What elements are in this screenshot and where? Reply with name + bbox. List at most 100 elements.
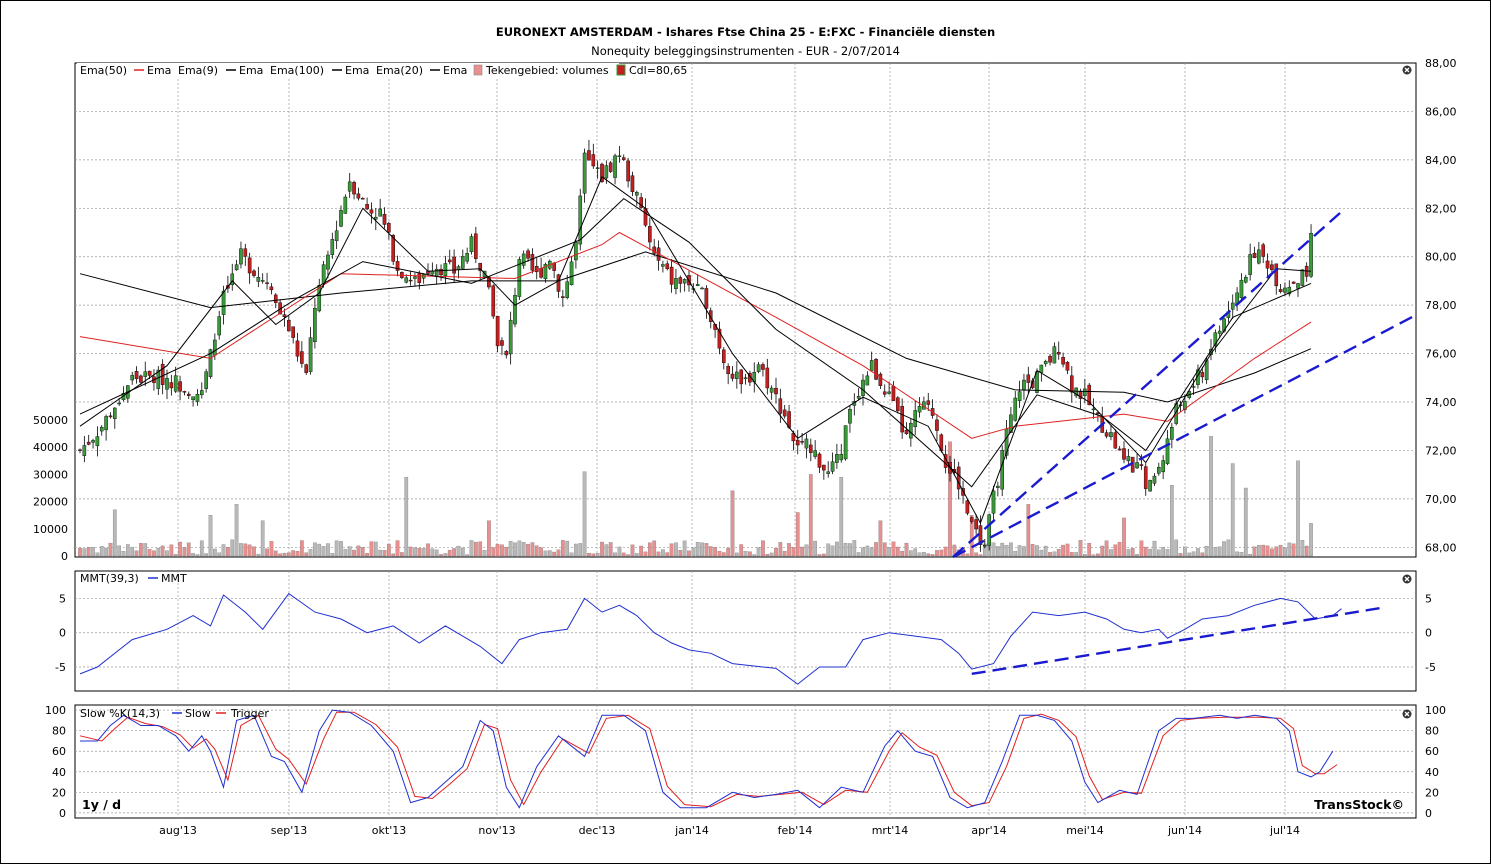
volume-bar: [395, 540, 400, 557]
close-icon[interactable]: [1402, 65, 1412, 75]
volume-bar: [1056, 549, 1061, 557]
candle-body: [443, 263, 448, 276]
legend-ema100-label: Ema(100): [270, 64, 324, 77]
stoch-tick-label: 20: [1425, 786, 1439, 799]
mmt-legend: MMT(39,3) MMT: [80, 572, 187, 585]
volume-bar: [199, 540, 204, 557]
candle-body: [761, 364, 765, 370]
volume-bar: [473, 541, 478, 557]
candle-body: [1113, 432, 1118, 449]
candle-body: [395, 261, 400, 271]
volume-bar: [1148, 548, 1152, 557]
volume-bar: [243, 543, 248, 557]
axis-labels: aug'13 sep'13 okt'13 nov'13 dec'13 jan'14 feb'…: [33, 57, 1457, 837]
candle-body: [830, 461, 835, 472]
close-icon[interactable]: [1402, 574, 1412, 584]
candlesticks: [78, 139, 1313, 552]
candle-body: [726, 366, 730, 374]
volume-bar: [835, 541, 839, 557]
legend-ema50-type: Ema: [147, 64, 171, 77]
volume-bar: [769, 552, 774, 557]
volume-bar: [378, 549, 383, 557]
volume-bar: [682, 540, 687, 557]
candle-body: [648, 226, 652, 243]
volume-bar: [1261, 544, 1266, 557]
volume-bar: [748, 551, 752, 557]
x-tick-label: sep'13: [271, 824, 308, 837]
volume-bar: [634, 553, 639, 557]
candle-body: [304, 364, 309, 373]
candle-body: [382, 213, 387, 225]
candle-body: [247, 257, 252, 274]
volume-bar: [1209, 436, 1213, 557]
candle-body: [935, 419, 939, 431]
volume-bar: [1226, 539, 1231, 557]
legend-candle-swatch: [616, 64, 626, 76]
candle-body: [856, 396, 861, 399]
stoch-tick-label: 20: [52, 786, 66, 799]
volume-bar: [117, 545, 121, 557]
candle-body: [86, 441, 91, 445]
volume-bar: [143, 543, 148, 557]
candle-body: [356, 193, 361, 199]
volume-bar: [1030, 544, 1035, 557]
volume-bar: [217, 552, 222, 557]
candle-body: [991, 490, 996, 514]
volume-bar: [452, 548, 456, 557]
close-icon[interactable]: [1402, 709, 1412, 719]
candle-body: [1170, 427, 1174, 440]
volume-bar: [204, 553, 208, 557]
volume-bar: [1039, 549, 1044, 557]
candle-body: [878, 373, 883, 386]
price-tick-label: 80,00: [1425, 251, 1457, 264]
candle-body: [256, 277, 261, 282]
candle-body: [1135, 462, 1139, 469]
volume-bar: [208, 515, 213, 557]
volume-bar: [1309, 523, 1313, 557]
candle-body: [730, 373, 735, 379]
volume-bar: [434, 549, 439, 557]
stoch-tick-label: 60: [52, 745, 66, 758]
candle-body: [199, 390, 204, 396]
mmt-tick-label: 5: [59, 592, 66, 605]
x-tick-label: jul'14: [1269, 824, 1300, 837]
stoch-tick-label: 40: [1425, 766, 1439, 779]
volume-bar: [1200, 552, 1205, 557]
volume-bar: [791, 547, 796, 557]
volume-bar: [126, 544, 130, 557]
candle-body: [630, 175, 635, 192]
volume-bar: [865, 545, 870, 557]
volume-bar: [421, 548, 426, 557]
candle-body: [1287, 286, 1292, 295]
candle-body: [626, 160, 630, 182]
volume-bar: [104, 547, 108, 557]
volume-bar: [339, 541, 343, 557]
stoch-tick-label: 80: [1425, 725, 1439, 738]
candle-body: [326, 254, 330, 270]
volume-bar: [430, 548, 435, 557]
stoch-tick-label: 100: [1425, 704, 1446, 717]
candle-body: [1083, 388, 1087, 396]
mmt-tick-label: 0: [59, 627, 66, 640]
candle-body: [809, 444, 813, 454]
candle-body: [561, 296, 565, 298]
candle-body: [478, 262, 483, 272]
volume-bar: [1065, 543, 1070, 557]
candle-body: [308, 337, 313, 372]
volume-bar: [1230, 463, 1235, 557]
volume-bar: [547, 550, 552, 557]
stoch-legend: Slow %K(14,3) Slow Trigger: [80, 707, 269, 720]
price-tick-label: 74,00: [1425, 396, 1457, 409]
volume-bar: [695, 542, 700, 557]
volume-bar: [652, 540, 657, 557]
volume-bar: [674, 542, 678, 557]
volume-bar: [1052, 551, 1057, 557]
volume-bar: [134, 550, 139, 557]
candle-body: [635, 192, 639, 196]
candle-body: [234, 264, 239, 271]
volume-bar: [1296, 460, 1300, 557]
candle-body: [617, 155, 622, 158]
volume-bar: [595, 553, 600, 557]
volume-bar: [139, 543, 143, 557]
trendline-steep: [952, 212, 1341, 558]
